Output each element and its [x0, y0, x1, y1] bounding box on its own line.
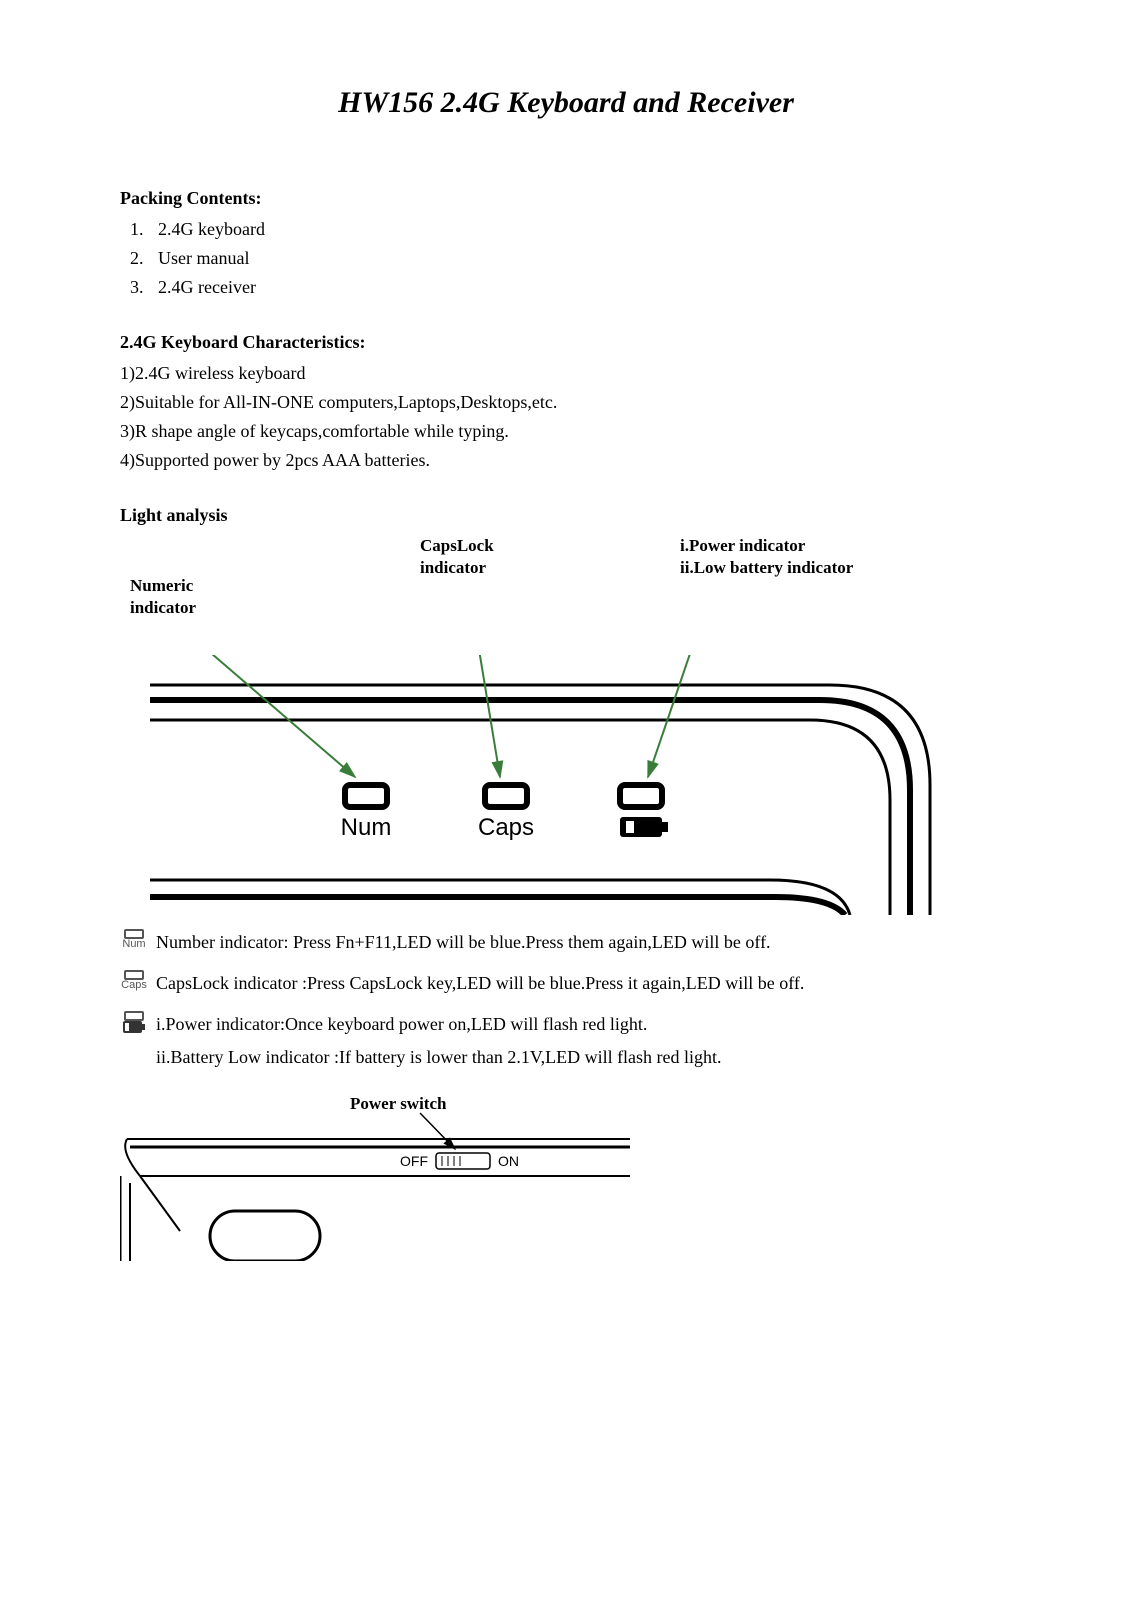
- svg-text:Num: Num: [341, 814, 392, 841]
- characteristics-list: 1)2.4G wireless keyboard 2)Suitable for …: [120, 360, 1012, 474]
- caps-icon: Caps: [120, 970, 148, 991]
- list-item: 2.4G keyboard: [148, 216, 1012, 243]
- svg-text:Caps: Caps: [478, 814, 534, 841]
- light-diagram: Numeric indicator CapsLock indicator i.P…: [120, 535, 1000, 915]
- list-item: 1)2.4G wireless keyboard: [120, 360, 1012, 387]
- power-label: i.Power indicator ii.Low battery indicat…: [680, 535, 940, 579]
- svg-text:OFF: OFF: [400, 1153, 428, 1169]
- packing-heading: Packing Contents:: [120, 185, 1012, 212]
- characteristics-heading: 2.4G Keyboard Characteristics:: [120, 329, 1012, 356]
- num-description-row: Num Number indicator: Press Fn+F11,LED w…: [120, 929, 1012, 956]
- light-heading: Light analysis: [120, 502, 1012, 529]
- list-item: 2)Suitable for All-IN-ONE computers,Lapt…: [120, 389, 1012, 416]
- power-description-row: i.Power indicator:Once keyboard power on…: [120, 1011, 1012, 1038]
- packing-list: 2.4G keyboard User manual 2.4G receiver: [120, 216, 1012, 301]
- list-item: 2.4G receiver: [148, 274, 1012, 301]
- power-switch-diagram: Power switch OFF ON: [120, 1091, 640, 1261]
- keyboard-corner-illustration: Num Caps: [150, 655, 970, 915]
- battery-icon: [120, 1011, 148, 1033]
- list-item: User manual: [148, 245, 1012, 272]
- list-item: 3)R shape angle of keycaps,comfortable w…: [120, 418, 1012, 445]
- page-title: HW156 2.4G Keyboard and Receiver: [120, 80, 1012, 125]
- power-description-ii: ii.Battery Low indicator :If battery is …: [156, 1044, 1012, 1071]
- caps-label: CapsLock indicator: [420, 535, 560, 579]
- num-icon: Num: [120, 929, 148, 950]
- list-item: 4)Supported power by 2pcs AAA batteries.: [120, 447, 1012, 474]
- power-description-i: i.Power indicator:Once keyboard power on…: [156, 1011, 1012, 1038]
- numeric-label: Numeric indicator: [130, 575, 250, 619]
- svg-text:ON: ON: [498, 1153, 519, 1169]
- caps-description-row: Caps CapsLock indicator :Press CapsLock …: [120, 970, 1012, 997]
- caps-description: CapsLock indicator :Press CapsLock key,L…: [156, 970, 1012, 997]
- num-description: Number indicator: Press Fn+F11,LED will …: [156, 929, 1012, 956]
